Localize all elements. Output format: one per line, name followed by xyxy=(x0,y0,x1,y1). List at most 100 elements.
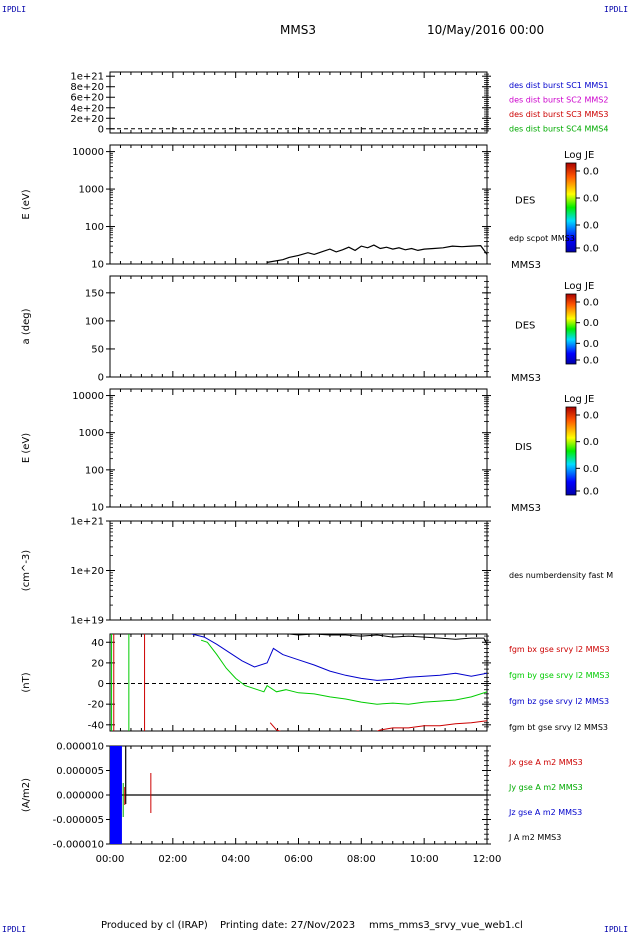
x-tick-label: 04:00 xyxy=(221,854,250,865)
y-tick-label: 10000 xyxy=(72,147,104,158)
corner-label-right: IPDLI xyxy=(604,5,628,14)
spacecraft-title: MMS3 xyxy=(280,23,316,37)
colorbar-tick-label: 0.0 xyxy=(583,464,599,475)
jz-burst xyxy=(110,746,122,844)
panel-frame xyxy=(109,633,488,732)
legend-entry: des numberdensity fast M xyxy=(509,571,613,580)
colorbar-tick-label: 0.0 xyxy=(583,221,599,232)
colorbar-tick-label: 0.0 xyxy=(583,318,599,329)
y-tick-label: 100 xyxy=(85,465,104,476)
y-tick-label: 10 xyxy=(91,503,104,514)
y-tick-label: 0.000010 xyxy=(56,742,104,753)
panel-frame xyxy=(109,71,488,134)
y-tick-label: 0.000005 xyxy=(56,766,104,777)
y-tick-label: 50 xyxy=(91,344,104,355)
colorbar-tick-label: 0.0 xyxy=(583,194,599,205)
series-label: fgm bz gse srvy l2 MMS3 xyxy=(509,697,609,706)
y-axis-label: (nT) xyxy=(21,672,32,692)
spacecraft-label: MMS3 xyxy=(511,503,541,514)
corner-label-bottom-right: IPDLI xyxy=(604,925,628,934)
y-tick-label: 10000 xyxy=(72,391,104,402)
y-tick-label: -40 xyxy=(88,720,104,731)
corner-label-left: IPDLI xyxy=(2,5,26,14)
y-tick-label: -20 xyxy=(88,700,104,711)
y-tick-label: 1e+20 xyxy=(70,566,104,577)
colorbar-tick-label: 0.0 xyxy=(583,167,599,178)
footer-producer: Produced by cl (IRAP) xyxy=(101,920,208,931)
x-tick-label: 00:00 xyxy=(96,854,125,865)
y-tick-label: 100 xyxy=(85,316,104,327)
panel-3: 150 100 50 0 a (deg) DES MMS3 Log JE 0.0 0.0 0.0 0.… xyxy=(21,275,599,384)
y-tick-label: 6e+20 xyxy=(70,93,104,104)
series-label: Jy gse A m2 MMS3 xyxy=(508,783,583,792)
legend-entry: des dist burst SC1 MMS1 xyxy=(509,81,608,90)
colorbar xyxy=(565,406,577,496)
y-tick-label: 100 xyxy=(85,222,104,233)
y-tick-label: 1000 xyxy=(79,185,104,196)
legend-entry: des dist burst SC4 MMS4 xyxy=(509,125,608,134)
x-tick-label: 02:00 xyxy=(158,854,187,865)
instrument-label: DES xyxy=(515,196,535,207)
y-axis-label: (cm^-3) xyxy=(21,550,32,591)
y-tick-label: -0.000005 xyxy=(53,815,104,826)
legend-entry: des dist burst SC2 MMS2 xyxy=(509,96,608,105)
panel-7: 0.000010 0.000005 0.000000 -0.000005 -0.0000… xyxy=(21,742,583,866)
panel-4: 10000 1000 100 10 E (eV) DIS MMS3 Log JE 0.0 0.0 0… xyxy=(21,388,599,514)
date-title: 10/May/2016 00:00 xyxy=(427,23,544,37)
footer-filename: mms_mms3_srvy_vue_web1.cl xyxy=(369,920,523,931)
b-series-2 xyxy=(200,639,487,705)
spacecraft-label: MMS3 xyxy=(511,373,541,384)
colorbar-tick-label: 0.0 xyxy=(583,298,599,309)
panel-frame xyxy=(109,520,488,621)
y-tick-label: 0 xyxy=(98,124,104,135)
panel-6: 40 20 0 -20 -40 (nT) fgm bx gse srvy l2 MMS3 fg… xyxy=(21,633,610,732)
colorbar-title: Log JE xyxy=(564,150,594,161)
instrument-label: DES xyxy=(515,321,535,332)
series-label: fgm by gse srvy l2 MMS3 xyxy=(509,671,610,680)
b-series-3 xyxy=(191,634,487,681)
y-tick-label: 0 xyxy=(98,373,104,384)
y-tick-label: 1e+21 xyxy=(70,517,104,528)
panel-frame xyxy=(109,388,488,508)
colorbar-title: Log JE xyxy=(564,394,594,405)
footer-printing-date: Printing date: 27/Nov/2023 xyxy=(220,920,355,931)
colorbar-tick-label: 0.0 xyxy=(583,244,599,255)
y-tick-label: 150 xyxy=(85,288,104,299)
scpot-line xyxy=(266,244,488,263)
x-tick-label: 12:00 xyxy=(473,854,502,865)
y-tick-label: 1e+19 xyxy=(70,616,104,627)
panel-frame xyxy=(109,144,488,265)
colorbar xyxy=(565,293,577,365)
legend-entry: des dist burst SC3 MMS3 xyxy=(509,110,608,119)
y-tick-label: 0 xyxy=(98,679,104,690)
colorbar-tick-label: 0.0 xyxy=(583,437,599,448)
x-tick-label: 06:00 xyxy=(284,854,313,865)
y-tick-label: 1000 xyxy=(79,428,104,439)
series-label: fgm bx gse srvy l2 MMS3 xyxy=(509,645,610,654)
overlay-label: edp scpot MMS3 xyxy=(509,234,575,243)
series-label: Jx gse A m2 MMS3 xyxy=(508,758,583,767)
y-tick-label: 20 xyxy=(91,658,104,669)
colorbar-tick-label: 0.0 xyxy=(583,487,599,498)
series-label: Jz gse A m2 MMS3 xyxy=(508,808,582,817)
y-tick-label: 40 xyxy=(91,638,104,649)
instrument-label: DIS xyxy=(515,442,532,453)
y-tick-label: 10 xyxy=(91,260,104,271)
y-axis-label: E (eV) xyxy=(21,189,32,219)
panel-frame xyxy=(109,275,488,378)
panel-2: 10000 1000 100 10 E (eV) DES MMS3 Log JE 0.0 0.0 0… xyxy=(21,144,599,271)
colorbar xyxy=(565,162,577,253)
b-series-4 xyxy=(289,634,487,645)
y-tick-label: 8e+20 xyxy=(70,82,104,93)
y-tick-label: 2e+20 xyxy=(70,114,104,125)
y-tick-label: 1e+21 xyxy=(70,72,104,83)
y-tick-label: 0.000000 xyxy=(56,791,104,802)
x-tick-label: 08:00 xyxy=(347,854,376,865)
y-axis-label: E (eV) xyxy=(21,433,32,463)
series-label: J A m2 MMS3 xyxy=(508,833,561,842)
b-series-group xyxy=(111,634,487,731)
b-series-1 xyxy=(269,720,487,731)
